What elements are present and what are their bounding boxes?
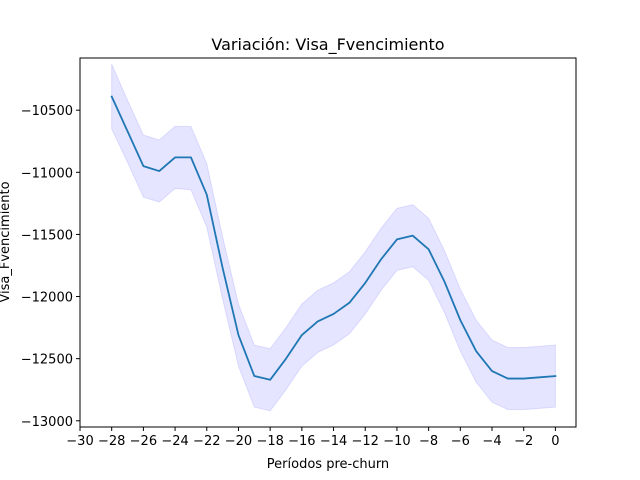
y-axis-label: Visa_Fvencimiento xyxy=(0,181,13,302)
x-tick-label: −12 xyxy=(352,434,379,449)
x-tick-label: −16 xyxy=(288,434,315,449)
x-tick-label: −20 xyxy=(225,434,252,449)
x-tick-label: −24 xyxy=(161,434,188,449)
series-line-0 xyxy=(110,95,557,381)
axes-frame xyxy=(79,57,577,428)
chart-title: Variación: Visa_Fvencimiento xyxy=(211,35,444,55)
x-tick-label: −30 xyxy=(66,434,93,449)
x-tick-label: −22 xyxy=(193,434,220,449)
x-axis-label: Períodos pre-churn xyxy=(267,457,389,472)
x-tick-label: −8 xyxy=(419,434,438,449)
plot-area: −30 −28 −26 −24 −22 −20 −18 −16 −14 −12 −10 −8 −6 −4−… xyxy=(21,57,577,449)
y-tick-label: −11500 xyxy=(21,228,73,243)
y-tick-label: −13000 xyxy=(21,415,73,430)
x-tick-label: −4 xyxy=(482,434,501,449)
x-tick-label: −6 xyxy=(451,434,470,449)
y-tick-label: −12500 xyxy=(21,353,73,368)
confidence-band-0 xyxy=(111,64,556,412)
x-tick-label: −28 xyxy=(98,434,125,449)
x-tick-label: −18 xyxy=(256,434,283,449)
x-tick-label: −14 xyxy=(320,434,347,449)
x-tick-label: −26 xyxy=(130,434,157,449)
x-tick-label: −10 xyxy=(383,434,410,449)
y-tick-label: −11000 xyxy=(21,166,73,181)
x-tick-label: 0 xyxy=(551,434,559,449)
x-tick-label: −2 xyxy=(514,434,533,449)
y-tick-label: −12000 xyxy=(21,291,73,306)
y-tick-label: −10500 xyxy=(21,104,73,119)
